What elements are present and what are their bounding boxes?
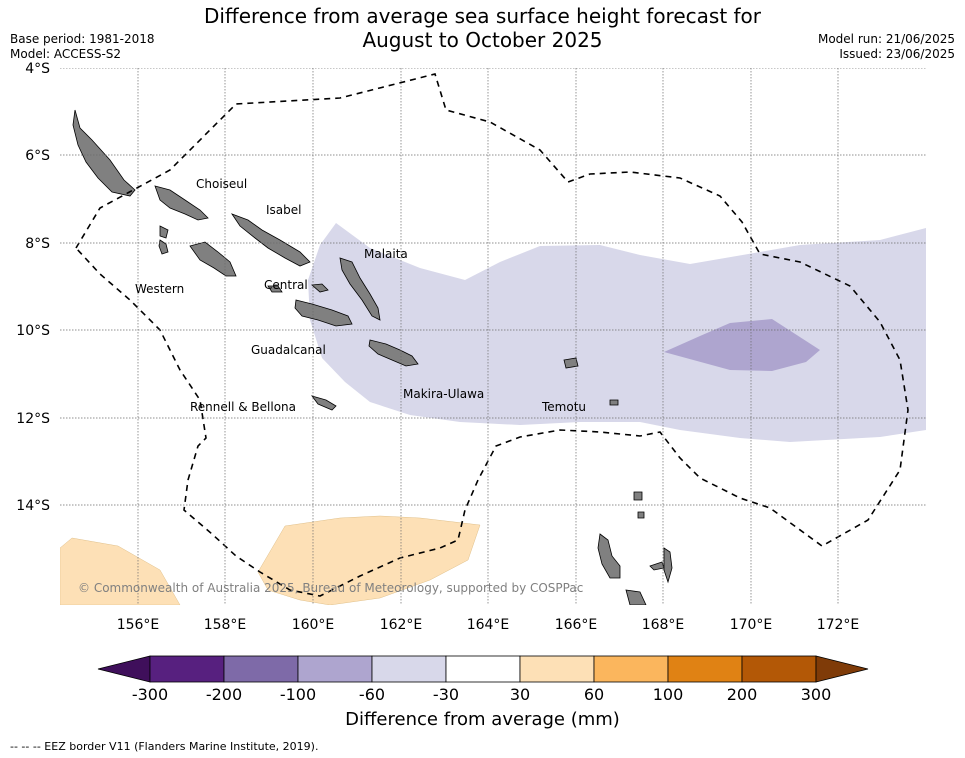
lon-tick-164: 164°E [467,617,510,633]
island-vanikoro [609,399,619,406]
colorbar-tick-300: 300 [801,685,832,704]
label-western: Western [135,282,184,296]
map-area: Choiseul Isabel Malaita Western Central … [60,68,926,605]
island-russell [267,285,283,293]
island-bougainville [72,109,136,197]
lon-tick-160: 160°E [292,617,335,633]
label-makira-ulawa: Makira-Ulawa [403,387,484,401]
colorbar-tick-60: 60 [584,685,604,704]
issued-date: Issued: 23/06/2025 [839,47,955,61]
lat-tick-12s: 12°S [16,411,50,427]
island-malakula [625,589,647,605]
island-florida [311,283,329,293]
lat-tick-14s: 14°S [16,498,50,514]
meta-right: Model run: 21/06/2025 Issued: 23/06/2025 [818,32,955,62]
colorbar-bin-7 [593,655,669,683]
colorbar-tick-minus300: -300 [132,685,168,704]
label-choiseul: Choiseul [196,177,247,191]
model-name: Model: ACCESS-S2 [10,47,122,61]
label-isabel: Isabel [266,203,301,217]
island-pentecost [663,547,673,584]
lat-tick-4s: 4°S [25,61,50,77]
island-santa-cruz [563,357,579,369]
model-run: Model run: 21/06/2025 [817,32,955,46]
label-malaita: Malaita [364,247,408,261]
lon-tick-166: 166°E [555,617,598,633]
island-choiseul [154,185,209,221]
gridlines [60,68,926,605]
colorbar-tick-minus30: -30 [433,685,459,704]
title-line-2: August to October 2025 [362,28,603,52]
lat-tick-6s: 6°S [25,148,50,164]
island-vella-lavella [159,225,169,239]
chart-title: Difference from average sea surface heig… [0,4,965,52]
colorbar-bin-1 [149,655,225,683]
lat-tick-10s: 10°S [16,323,50,339]
colorbar-tick-minus60: -60 [359,685,385,704]
colorbar-extend-low [97,655,151,683]
lon-tick-170: 170°E [730,617,773,633]
colorbar-bin-8 [667,655,743,683]
colorbar-tick-200: 200 [727,685,758,704]
colorbar-extend-high [815,655,869,683]
colorbar-bin-2 [223,655,299,683]
island-rennell [310,395,337,411]
colorbar-bin-9 [741,655,817,683]
eez-border [75,73,909,597]
island-small-torres [637,511,645,519]
island-small-banks [633,491,643,501]
island-espiritu-santo [597,533,621,579]
lon-tick-158: 158°E [204,617,247,633]
lon-tick-162: 162°E [380,617,423,633]
eez-footnote: -- -- -- EEZ border V11 (Flanders Marine… [10,740,319,753]
colorbar-bin-6 [519,655,595,683]
land [72,109,673,605]
lon-tick-172: 172°E [817,617,860,633]
colorbar-tick-30: 30 [510,685,530,704]
anomaly-region-minus60-to-minus100 [664,319,820,371]
base-period: Base period: 1981-2018 [10,32,155,46]
anomaly-region-plus30-to-plus60-southwest [60,537,181,605]
label-central: Central [264,278,308,292]
island-malaita [339,257,381,321]
island-new-georgia [189,241,237,277]
colorbar-tick-minus100: -100 [280,685,316,704]
colorbar-tick-minus200: -200 [206,685,242,704]
colorbar-bin-5 [445,655,521,683]
colorbar-title: Difference from average (mm) [345,709,620,730]
copyright-text: © Commonwealth of Australia 2025, Bureau… [78,581,583,595]
meta-left: Base period: 1981-2018 Model: ACCESS-S2 [10,32,155,62]
label-rennell-bellona: Rennell & Bellona [190,400,296,414]
anomaly-region-minus30-to-minus60 [308,223,926,442]
colorbar [97,655,869,683]
lon-tick-168: 168°E [642,617,685,633]
anomaly-region-plus30-to-plus60-south [257,515,481,605]
title-line-1: Difference from average sea surface heig… [203,4,762,28]
island-makira [368,339,419,367]
colorbar-tick-100: 100 [653,685,684,704]
lon-tick-156: 156°E [117,617,160,633]
island-isabel [230,213,311,267]
colorbar-bin-4 [371,655,447,683]
lat-tick-8s: 8°S [25,236,50,252]
island-guadalcanal [294,299,353,327]
colorbar-bin-3 [297,655,373,683]
label-temotu: Temotu [541,400,586,414]
label-guadalcanal: Guadalcanal [251,343,326,357]
